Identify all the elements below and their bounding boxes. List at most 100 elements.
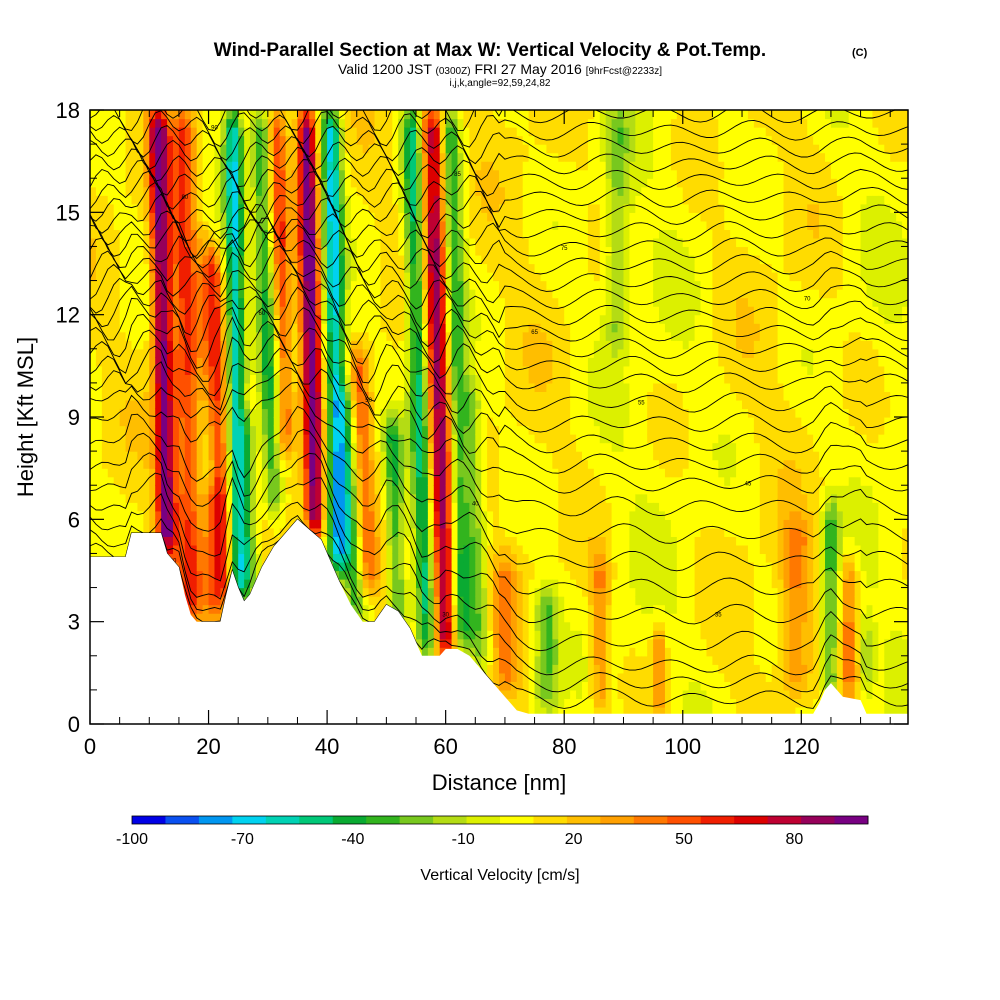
velocity-cell [279,246,287,256]
velocity-cell [190,459,198,469]
velocity-cell [362,553,370,563]
velocity-cell [410,425,417,435]
velocity-cell [368,229,376,239]
velocity-cell [172,331,180,341]
velocity-cell [172,468,180,478]
velocity-cell [255,408,263,418]
velocity-cell [101,135,109,145]
velocity-cell [481,613,488,623]
velocity-cell [469,237,476,248]
velocity-cell [303,186,310,196]
velocity-cell [202,587,210,597]
velocity-cell [427,621,435,631]
velocity-cell [161,408,168,418]
velocity-cell [404,544,411,555]
velocity-cell [149,152,156,162]
velocity-cell [487,417,494,427]
velocity-cell [362,417,370,427]
velocity-cell [291,459,299,469]
velocity-cell [344,212,352,222]
velocity-cell [155,519,162,529]
velocity-cell [315,519,322,529]
velocity-cell [457,144,465,154]
velocity-cell [309,152,316,162]
velocity-cell [119,297,127,307]
velocity-cell [220,442,227,452]
velocity-cell [469,638,476,648]
velocity-cell [303,365,310,375]
velocity-cell [481,536,488,546]
velocity-cell [101,434,109,444]
velocity-cell [261,178,269,188]
velocity-cell [457,638,465,648]
velocity-cell [184,186,192,196]
velocity-cell [368,425,376,435]
velocity-cell [202,493,210,503]
velocity-cell [356,374,364,384]
velocity-cell [433,621,441,631]
velocity-cell [463,570,470,580]
velocity-cell [202,272,210,282]
velocity-cell [327,263,334,273]
velocity-cell [410,493,417,503]
velocity-cell [119,468,127,478]
velocity-cell [350,510,358,520]
velocity-cell [261,382,269,393]
velocity-cell [297,229,304,239]
velocity-cell [214,587,222,597]
velocity-cell [309,459,316,469]
velocity-cell [475,587,482,597]
velocity-cell [167,178,174,188]
velocity-cell [451,399,459,410]
velocity-cell [499,647,506,657]
velocity-cell [297,468,304,478]
velocity-cell [457,485,465,495]
velocity-cell [90,468,97,478]
velocity-cell [244,220,251,230]
velocity-cell [184,314,192,324]
velocity-cell [131,144,139,154]
velocity-cell [327,118,334,128]
velocity-cell [107,169,115,179]
velocity-cell [386,186,393,196]
velocity-cell [149,374,156,384]
velocity-cell [232,544,239,555]
velocity-cell [202,169,210,179]
velocity-cell [90,314,97,324]
velocity-cell [214,527,222,537]
velocity-cell [95,434,103,444]
velocity-cell [178,237,186,248]
velocity-cell [161,442,168,452]
velocity-cell [172,254,180,265]
velocity-cell [202,144,210,154]
velocity-cell [457,186,465,196]
velocity-cell [167,476,174,486]
velocity-cell [226,263,233,273]
velocity-cell [404,254,411,265]
velocity-cell [475,246,482,256]
velocity-cell [404,468,411,478]
velocity-cell [238,348,245,358]
velocity-cell [232,254,239,265]
velocity-cell [410,203,417,213]
velocity-cell [368,587,376,597]
velocity-cell [451,348,459,358]
velocity-cell [267,340,275,350]
velocity-cell [362,365,370,375]
velocity-cell [297,127,304,137]
velocity-cell [119,203,127,213]
velocity-cell [267,493,275,503]
velocity-cell [445,237,453,248]
velocity-cell [279,434,287,444]
velocity-cell [356,510,364,520]
velocity-cell [172,434,180,444]
velocity-cell [107,144,115,154]
velocity-cell [261,357,269,367]
velocity-cell [161,118,168,128]
velocity-cell [433,434,441,444]
velocity-cell [125,229,133,239]
velocity-cell [386,246,393,256]
velocity-cell [267,169,275,179]
velocity-cell [291,493,299,503]
velocity-cell [226,561,233,572]
